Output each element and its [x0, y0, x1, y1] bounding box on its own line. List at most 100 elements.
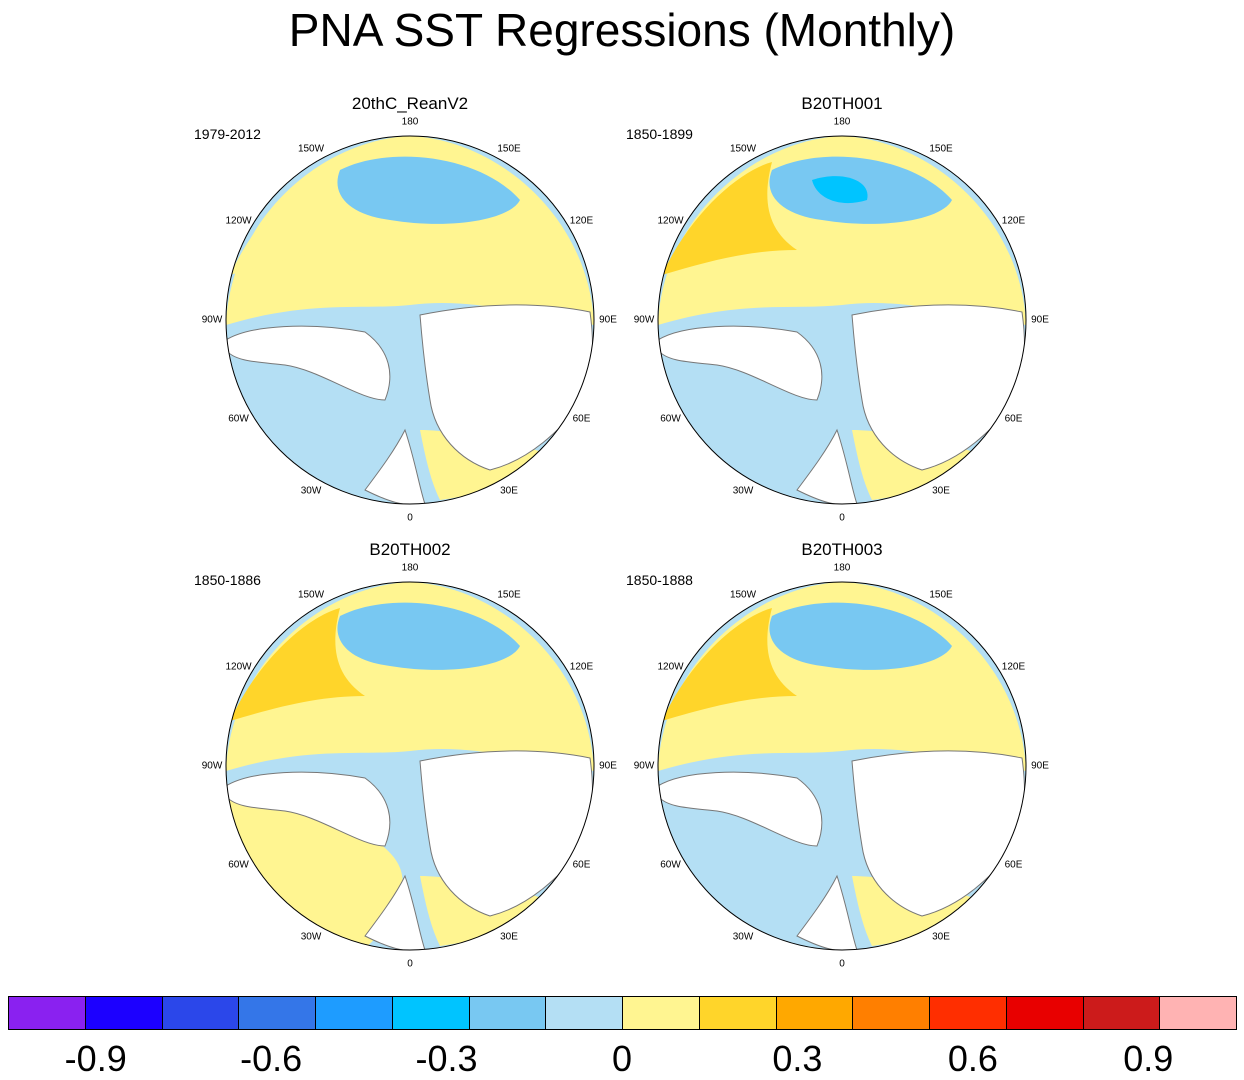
longitude-label: 150E	[497, 143, 521, 155]
land-mask	[419, 750, 594, 917]
colorbar-swatch	[622, 996, 700, 1030]
colorbar-tick-label: 0	[611, 1038, 633, 1079]
longitude-label: 30E	[500, 931, 518, 943]
longitude-label: 150E	[929, 589, 953, 601]
longitude-label: 30W	[300, 485, 322, 497]
colorbar-swatch	[8, 996, 86, 1030]
colorbar-swatch	[1082, 996, 1161, 1030]
map-panel: B20TH001 1850-1899 180 150E 120E 90E 60E 30E 0 30…	[622, 94, 1062, 540]
longitude-label: 120E	[569, 661, 594, 673]
longitude-label: 180	[401, 116, 419, 128]
regression-contour	[230, 162, 365, 275]
colorbar-tick-label: -0.6	[240, 1038, 303, 1079]
map-panel: B20TH003 1850-1888 180 150E 120E 90E 60E 30E 0 30…	[622, 540, 1062, 986]
colorbar-swatch	[84, 996, 163, 1030]
longitude-label: 120W	[657, 215, 684, 227]
longitude-label: 60W	[660, 859, 681, 871]
longitude-label: 180	[833, 562, 851, 574]
panel-title: 20thC_ReanV2	[351, 94, 469, 113]
longitude-label: 90W	[633, 314, 655, 326]
longitude-label: 30W	[300, 931, 322, 943]
land-mask	[658, 325, 823, 401]
longitude-label: 90E	[1031, 760, 1049, 772]
longitude-label: 120E	[1001, 215, 1026, 227]
regression-contour	[662, 162, 797, 275]
land-mask	[364, 874, 426, 950]
colorbar-tick-label: 0.6	[947, 1038, 998, 1079]
longitude-label: 90E	[599, 760, 617, 772]
land-mask	[658, 771, 823, 847]
longitude-label: 150W	[297, 589, 325, 601]
colorbar-tick-label: -0.3	[415, 1038, 478, 1079]
longitude-label: 90E	[599, 314, 617, 326]
colorbar	[8, 996, 1237, 1032]
land-mask	[851, 304, 1026, 471]
colorbar-swatch	[161, 996, 240, 1030]
map-panel: 20thC_ReanV2 1979-2012 180 150E 120E 90E 60E 30…	[190, 94, 630, 540]
colorbar-swatch	[929, 996, 1007, 1030]
panel-title: B20TH001	[801, 94, 883, 113]
longitude-label: 60E	[1004, 859, 1023, 871]
land-mask	[364, 428, 426, 504]
longitude-label: 120W	[225, 215, 252, 227]
regression-contour	[380, 622, 436, 650]
longitude-label: 60E	[572, 859, 591, 871]
longitude-label: 60E	[572, 413, 591, 425]
land-mask	[851, 750, 1026, 917]
colorbar-swatch	[545, 996, 623, 1030]
colorbar-swatch	[391, 996, 470, 1030]
colorbar-swatch	[852, 996, 930, 1030]
longitude-label: 30W	[732, 931, 754, 943]
map-border	[657, 135, 1027, 505]
longitude-label: 30E	[500, 485, 518, 497]
panel-title: B20TH002	[369, 540, 451, 559]
colorbar-tick-label: 0.3	[772, 1038, 823, 1079]
colorbar-swatch	[1159, 996, 1237, 1030]
longitude-label: 180	[833, 116, 851, 128]
land-mask	[796, 428, 858, 504]
colorbar-swatch	[238, 996, 316, 1030]
regression-contour	[230, 608, 365, 721]
longitude-label: 0	[407, 958, 413, 970]
regression-contour	[662, 608, 797, 721]
colorbar-swatch	[698, 996, 777, 1030]
colorbar-swatch	[775, 996, 854, 1030]
longitude-label: 150W	[729, 589, 757, 601]
colorbar-tick-label: 0.9	[1123, 1038, 1174, 1079]
longitude-label: 90W	[633, 760, 655, 772]
land-mask	[419, 304, 594, 471]
polar-map	[225, 135, 595, 505]
longitude-label: 60W	[228, 413, 249, 425]
panel-period: 1979-2012	[194, 126, 261, 142]
longitude-label: 120E	[1001, 661, 1026, 673]
longitude-label: 30E	[932, 931, 950, 943]
polar-map	[225, 581, 595, 951]
map-border	[657, 581, 1027, 951]
map-border	[225, 135, 595, 505]
regression-contour	[380, 176, 436, 204]
colorbar-swatch	[315, 996, 393, 1030]
longitude-label: 0	[839, 958, 845, 970]
longitude-label: 30E	[932, 485, 950, 497]
chart-title: PNA SST Regressions (Monthly)	[288, 4, 956, 56]
panel-period: 1850-1899	[626, 126, 693, 142]
longitude-label: 60E	[1004, 413, 1023, 425]
colorbar-swatch	[1005, 996, 1084, 1030]
regression-contour	[812, 176, 868, 204]
longitude-label: 150W	[729, 143, 757, 155]
map-border	[225, 581, 595, 951]
longitude-label: 60W	[660, 413, 681, 425]
longitude-label: 90W	[201, 760, 223, 772]
land-mask	[796, 874, 858, 950]
longitude-label: 150E	[497, 589, 521, 601]
polar-map	[657, 135, 1027, 505]
longitude-label: 0	[839, 512, 845, 524]
longitude-label: 90E	[1031, 314, 1049, 326]
longitude-label: 60W	[228, 859, 249, 871]
land-mask	[226, 325, 391, 401]
longitude-label: 150W	[297, 143, 325, 155]
panel-period: 1850-1886	[194, 572, 261, 588]
longitude-label: 120E	[569, 215, 594, 227]
panel-period: 1850-1888	[626, 572, 693, 588]
longitude-label: 120W	[657, 661, 684, 673]
